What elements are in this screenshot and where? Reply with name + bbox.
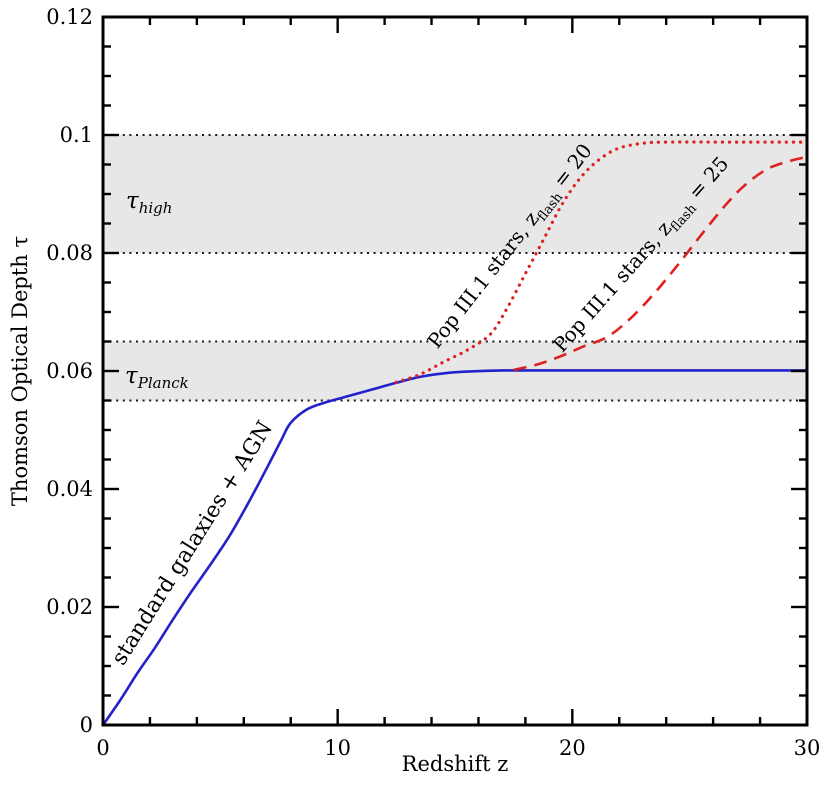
x-tick-label: 30 [794,736,821,760]
y-tick-label: 0.08 [46,241,93,265]
y-tick-label: 0.06 [46,359,93,383]
y-tick-label: 0 [80,713,93,737]
y-tick-label: 0.02 [46,595,93,619]
x-tick-label: 20 [559,736,586,760]
y-tick-label: 0.04 [46,477,93,501]
x-axis-title: Redshift z [402,752,509,776]
y-tick-label: 0.12 [46,5,93,29]
y-axis-title: Thomson Optical Depth τ [8,236,32,506]
y-tick-label: 0.1 [60,123,93,147]
curves [101,140,809,726]
axis-ticks [101,15,809,727]
band-label-tau-high: τhigh [126,188,172,217]
x-tick-label: 10 [324,736,351,760]
tick-labels: 0 10 20 30 0 0.02 0.04 0.06 0.08 0.1 0.12 [46,5,820,760]
band-label-tau-planck: τPlanck [125,363,189,392]
band-tau-high [103,135,807,253]
curve-pop-iii1-stars-zflash-20 [394,140,809,384]
curve-label-standard-galaxies-agn: standard galaxies + AGN [107,417,278,670]
curve-pop-iii1-stars-zflash-25 [513,155,808,372]
x-tick-label: 0 [96,736,109,760]
curve-standard-galaxies-agn [101,369,807,726]
